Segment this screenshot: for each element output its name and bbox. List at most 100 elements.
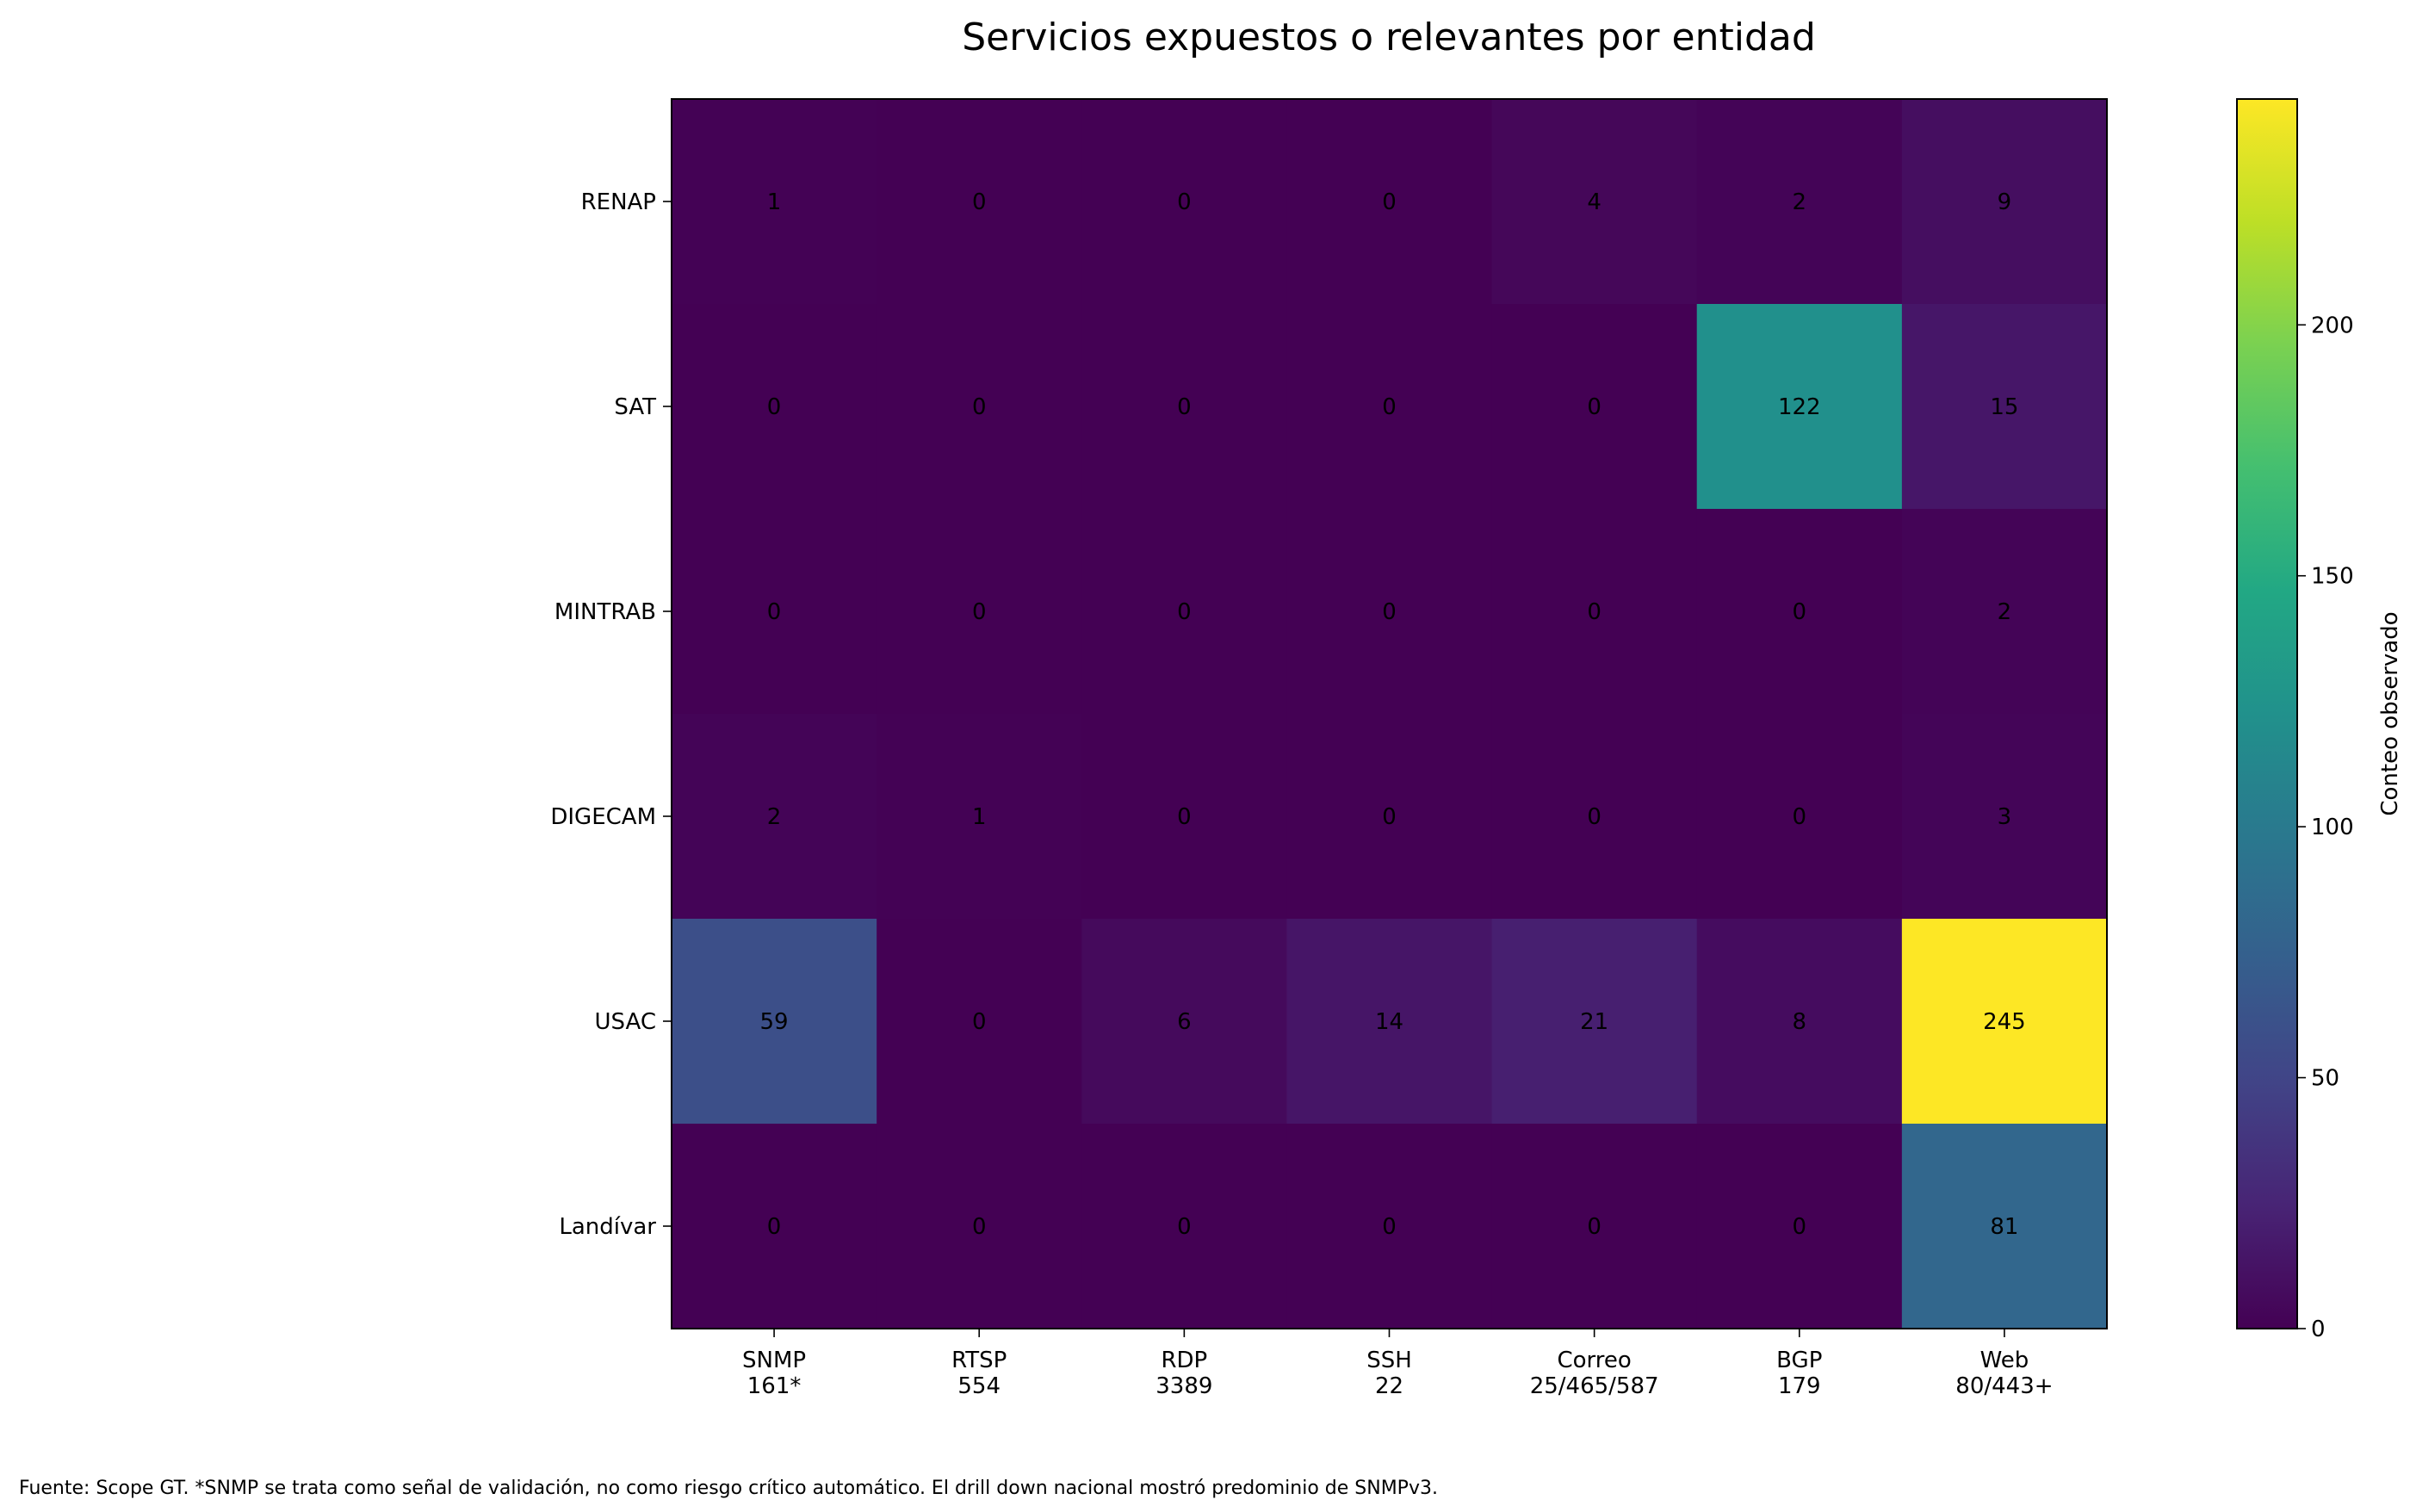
cell-value-label: 1	[767, 189, 782, 215]
heatmap-cell	[1696, 304, 1903, 510]
heatmap-cell	[1491, 1124, 1698, 1329]
colorbar-tick-label: 150	[2311, 564, 2354, 590]
cell-value-label: 2	[1998, 599, 2012, 625]
colorbar-tick-label: 50	[2311, 1066, 2339, 1092]
heatmap-cell	[1901, 919, 2108, 1125]
colorbar-tick-label: 200	[2311, 313, 2354, 338]
cell-value-label: 0	[972, 1214, 987, 1240]
colorbar-tick-label: 0	[2311, 1317, 2326, 1342]
cell-value-label: 0	[1587, 1214, 1602, 1240]
cell-value-label: 0	[972, 1009, 987, 1035]
heatmap-cell	[877, 714, 1082, 920]
chart-title: Servicios expuestos o relevantes por ent…	[962, 15, 1816, 59]
cell-value-label: 0	[972, 599, 987, 625]
cell-value-label: 0	[972, 189, 987, 215]
cell-value-label: 0	[1793, 599, 1807, 625]
cell-value-label: 14	[1375, 1009, 1403, 1035]
heatmap-cell	[1286, 509, 1493, 715]
heatmap-cell	[1491, 714, 1698, 920]
cell-value-label: 0	[767, 599, 782, 625]
cell-value-label: 0	[1382, 189, 1397, 215]
heatmap-cell	[877, 919, 1082, 1125]
cell-value-label: 59	[760, 1009, 789, 1035]
heatmap-cell	[1081, 99, 1287, 305]
cell-value-label: 0	[1587, 599, 1602, 625]
heatmap-cell	[1081, 714, 1287, 920]
cell-value-label: 245	[1983, 1009, 2026, 1035]
heatmap-cell	[1081, 304, 1287, 510]
heatmap-cell	[877, 509, 1082, 715]
x-tick-label: 554	[957, 1373, 1001, 1399]
heatmap-cell	[1286, 714, 1493, 920]
cell-value-label: 21	[1580, 1009, 1608, 1035]
cell-value-label: 8	[1793, 1009, 1807, 1035]
x-tick-label: Web	[1980, 1348, 2029, 1373]
x-tick-label: RTSP	[951, 1348, 1007, 1373]
heatmap-cell	[1696, 1124, 1903, 1329]
cell-value-label: 0	[767, 1214, 782, 1240]
heatmap-cell	[672, 304, 877, 510]
cell-value-label: 15	[1990, 394, 2018, 420]
heatmap-cell	[1696, 714, 1903, 920]
heatmap-cell	[1286, 99, 1493, 305]
heatmap-cell	[1696, 919, 1903, 1125]
cell-value-label: 2	[767, 804, 782, 830]
heatmap-cell	[1081, 919, 1287, 1125]
heatmap-cell	[1901, 714, 2108, 920]
x-tick-label: SNMP	[742, 1348, 806, 1373]
x-tick-label: 22	[1375, 1373, 1403, 1399]
x-tick-label: BGP	[1776, 1348, 1822, 1373]
cell-value-label: 0	[1177, 1214, 1192, 1240]
cell-value-label: 0	[1177, 394, 1192, 420]
heatmap-cell	[1081, 1124, 1287, 1329]
heatmap-cell	[672, 509, 877, 715]
heatmap-cells: 1 0 0 0 4 2 90 0 0 0 0 122 150 0 0 0 0 0 22 1 0 0 0 0 359 0 6 14 21 8…	[671, 98, 2108, 1329]
cell-value-label: 0	[1177, 804, 1192, 830]
colorbar-gradient	[2236, 98, 2298, 1329]
cell-value-label: 122	[1778, 394, 1821, 420]
heatmap-cell	[1901, 1124, 2108, 1329]
x-tick-label: 3389	[1155, 1373, 1212, 1399]
heatmap-cell	[1696, 99, 1903, 305]
heatmap-cell	[1901, 304, 2108, 510]
x-tick-label: 179	[1778, 1373, 1821, 1399]
heatmap-cell	[877, 1124, 1082, 1329]
heatmap-cell	[1491, 509, 1698, 715]
heatmap-cell	[1286, 304, 1493, 510]
heatmap-cell	[672, 99, 877, 305]
y-tick-label: MINTRAB	[554, 599, 656, 625]
cell-value-label: 81	[1990, 1214, 2018, 1240]
heatmap-cell	[672, 1124, 877, 1329]
cell-value-label: 0	[1177, 189, 1192, 215]
cell-value-label: 6	[1177, 1009, 1192, 1035]
colorbar-tick-label: 100	[2311, 815, 2354, 840]
cell-value-label: 0	[1793, 1214, 1807, 1240]
x-tick-label: RDP	[1161, 1348, 1207, 1373]
y-tick-label: SAT	[614, 394, 656, 420]
cell-value-label: 2	[1793, 189, 1807, 215]
heatmap-cell	[1081, 509, 1287, 715]
x-tick-label: 80/443+	[1955, 1373, 2053, 1399]
cell-value-label: 0	[972, 394, 987, 420]
cell-value-label: 0	[1177, 599, 1192, 625]
cell-value-label: 0	[1382, 804, 1397, 830]
y-tick-label: USAC	[595, 1009, 657, 1035]
heatmap-cell	[1901, 509, 2108, 715]
y-axis: RENAP SAT MINTRAB DIGECAM USAC Landívar	[550, 189, 672, 1240]
cell-value-label: 0	[1587, 804, 1602, 830]
cell-value-label: 0	[767, 394, 782, 420]
heatmap-cell	[877, 304, 1082, 510]
x-tick-label: SSH	[1366, 1348, 1412, 1373]
cell-value-label: 0	[1382, 394, 1397, 420]
y-tick-label: Landívar	[559, 1214, 656, 1240]
heatmap-cell	[1286, 919, 1493, 1125]
x-tick-label: 25/465/587	[1530, 1373, 1659, 1399]
colorbar: 0 50 100 150 200 Conteo observado	[2236, 98, 2403, 1342]
heatmap-cell	[1286, 1124, 1493, 1329]
cell-value-label: 9	[1998, 189, 2012, 215]
heatmap-cell	[1696, 509, 1903, 715]
y-tick-label: DIGECAM	[550, 804, 656, 830]
cell-value-label: 0	[1793, 804, 1807, 830]
cell-value-label: 1	[972, 804, 987, 830]
